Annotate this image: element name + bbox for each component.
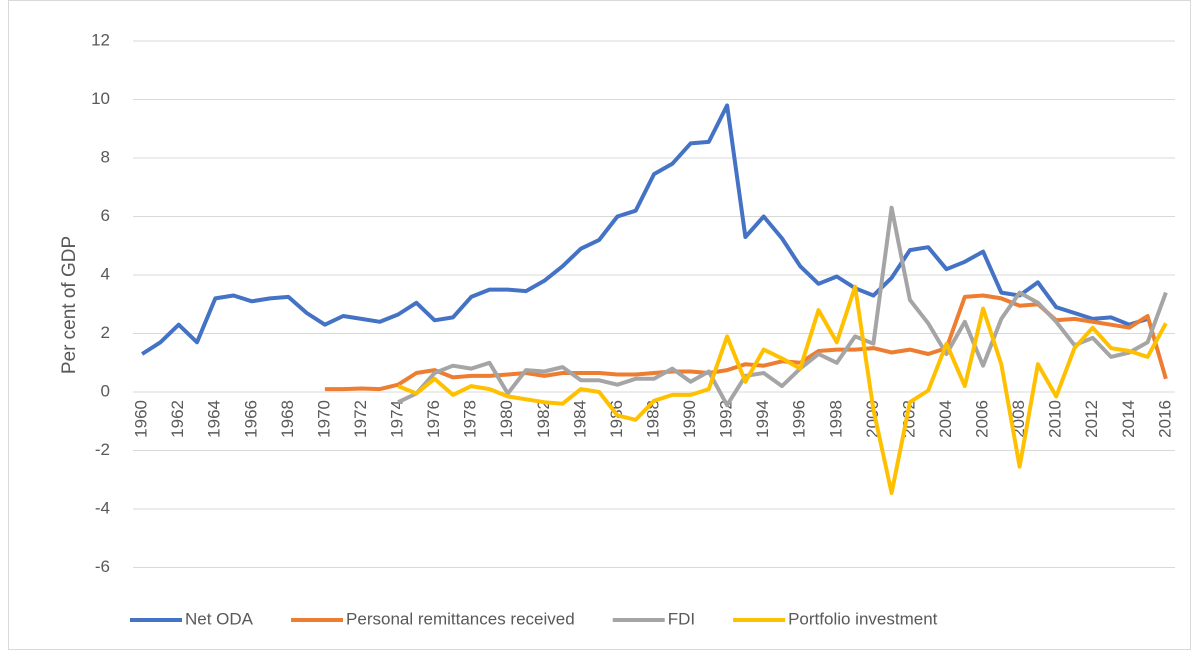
x-tick-label: 1962 <box>168 400 187 438</box>
x-tick-label: 1998 <box>826 400 845 438</box>
x-tick-label: 1972 <box>351 400 370 438</box>
x-tick-label: 1968 <box>278 400 297 438</box>
x-tick-label: 1992 <box>717 400 736 438</box>
x-tick-label: 1996 <box>790 400 809 438</box>
x-tick-label: 1990 <box>680 400 699 438</box>
x-tick-label: 2010 <box>1046 400 1065 438</box>
x-tick-label: 1982 <box>534 400 553 438</box>
x-tick-label: 2016 <box>1155 400 1174 438</box>
x-tick-label: 2014 <box>1119 400 1138 438</box>
legend-label: Net ODA <box>185 609 254 628</box>
y-tick-label: 2 <box>101 323 110 342</box>
x-tick-label: 1994 <box>753 400 772 438</box>
y-tick-label: 12 <box>91 30 110 49</box>
y-tick-label: 0 <box>101 381 110 400</box>
x-tick-label: 1978 <box>461 400 480 438</box>
x-tick-label: 1966 <box>241 400 260 438</box>
y-tick-label: 4 <box>101 264 110 283</box>
legend-label: Portfolio investment <box>788 609 938 628</box>
legend-label: FDI <box>668 609 695 628</box>
x-tick-label: 1984 <box>570 400 589 438</box>
y-tick-label: 6 <box>101 206 110 225</box>
y-tick-label: -4 <box>95 498 110 517</box>
x-tick-label: 1976 <box>424 400 443 438</box>
series-line <box>397 205 1168 408</box>
x-tick-label: 1988 <box>643 400 662 438</box>
x-tick-label: 1970 <box>314 400 333 438</box>
x-tick-label: 2012 <box>1082 400 1101 438</box>
legend-label: Personal remittances received <box>346 609 575 628</box>
x-tick-label: 1964 <box>205 400 224 438</box>
x-tick-label: 1980 <box>497 400 516 438</box>
y-tick-label: 8 <box>101 147 110 166</box>
series-line <box>324 293 1168 392</box>
x-tick-label: 1974 <box>388 400 407 438</box>
x-tick-label: 2004 <box>936 400 955 438</box>
y-tick-label: 10 <box>91 89 110 108</box>
y-tick-label: -2 <box>95 440 110 459</box>
x-tick-label: 1960 <box>132 400 151 438</box>
y-axis-label: Per cent of GDP <box>59 236 80 374</box>
series-line <box>141 103 1149 356</box>
chart-frame <box>8 0 1191 650</box>
series-line <box>397 284 1168 495</box>
y-tick-label: -6 <box>95 557 110 576</box>
x-tick-label: 2006 <box>973 400 992 438</box>
